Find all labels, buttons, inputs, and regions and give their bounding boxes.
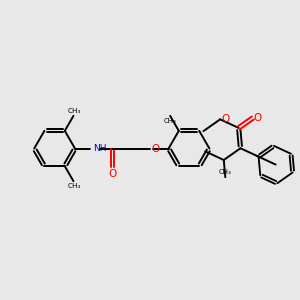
Text: O: O xyxy=(108,169,117,179)
Text: O: O xyxy=(151,143,159,154)
Text: O: O xyxy=(221,114,229,124)
Text: CH₃: CH₃ xyxy=(68,108,81,114)
Text: CH₃: CH₃ xyxy=(164,118,176,124)
Text: O: O xyxy=(254,113,262,123)
Text: CH₃: CH₃ xyxy=(219,169,232,175)
Text: NH: NH xyxy=(93,144,106,153)
Text: CH₃: CH₃ xyxy=(68,183,81,189)
